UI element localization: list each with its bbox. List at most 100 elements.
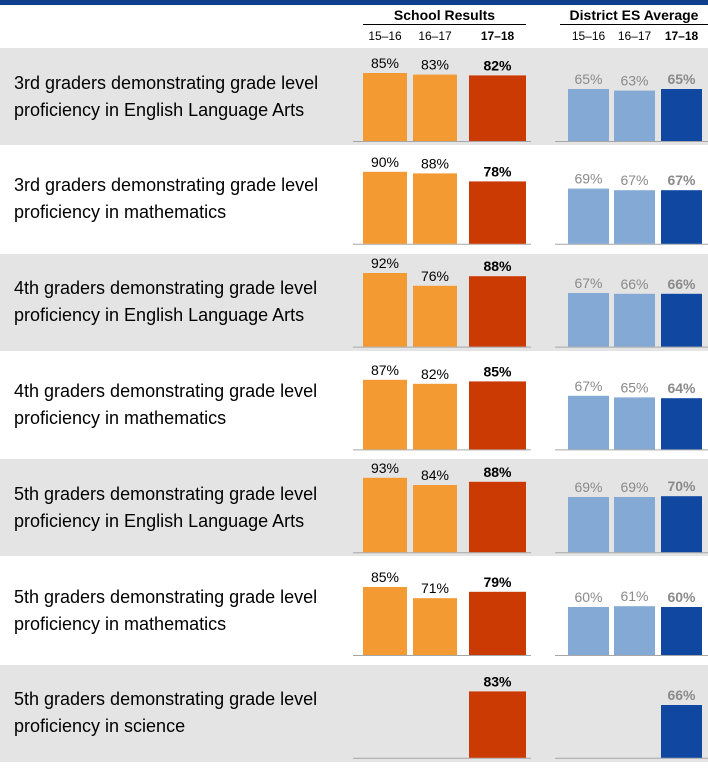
bar (413, 74, 457, 141)
group-title-school-results: School Results (363, 6, 526, 25)
data-label: 67% (574, 275, 602, 291)
bar (469, 691, 526, 758)
data-label: 88% (421, 155, 449, 171)
bar (363, 477, 407, 553)
category-label-line: proficiency in mathematics (14, 202, 227, 223)
bar (413, 485, 457, 553)
bar (614, 606, 655, 655)
category-label-line: proficiency in English Language Arts (14, 99, 305, 120)
data-label: 64% (667, 380, 696, 396)
data-label: 76% (421, 268, 449, 284)
year-label: 15–16 (571, 29, 606, 43)
data-label: 79% (483, 574, 512, 590)
category-label-line: 4th graders demonstrating grade level (14, 380, 318, 401)
bar (363, 379, 407, 450)
data-label: 82% (483, 57, 512, 73)
category-label-line: proficiency in English Language Arts (14, 510, 305, 531)
bar (469, 381, 526, 450)
category-label-line: proficiency in science (14, 716, 186, 737)
data-label: 66% (667, 276, 696, 292)
data-label: 90% (371, 154, 399, 170)
year-label: 16–17 (418, 29, 452, 43)
data-label: 70% (667, 478, 696, 494)
data-label: 85% (483, 363, 512, 379)
data-label: 67% (620, 172, 648, 188)
bar (363, 273, 407, 347)
data-label: 78% (483, 163, 512, 179)
top-accent-bar (0, 0, 708, 5)
data-label: 84% (421, 467, 449, 483)
bar (661, 398, 702, 450)
bar (363, 587, 407, 655)
bar (469, 181, 526, 244)
year-label: 17–18 (480, 29, 515, 43)
category-label-line: 5th graders demonstrating grade level (14, 689, 318, 710)
data-label: 93% (371, 460, 399, 476)
data-label: 65% (667, 71, 696, 87)
bar (469, 591, 526, 655)
bar (413, 285, 457, 347)
category-label: 4th graders demonstrating grade level pro… (14, 254, 354, 351)
data-label: 69% (574, 171, 602, 187)
bar (413, 598, 457, 655)
bar (661, 496, 702, 553)
bar (469, 75, 526, 141)
category-label-line: 5th graders demonstrating grade level (14, 586, 318, 607)
category-label-line: 5th graders demonstrating grade level (14, 483, 318, 504)
category-label-line: proficiency in mathematics (14, 613, 227, 634)
bar (614, 397, 655, 450)
data-label: 65% (574, 71, 602, 87)
bar (661, 89, 702, 141)
data-label: 82% (421, 366, 449, 382)
bar (661, 190, 702, 244)
bar (363, 73, 407, 141)
bar (568, 497, 609, 553)
data-label: 69% (620, 479, 648, 495)
data-label: 88% (483, 464, 512, 480)
bar (661, 705, 702, 758)
data-label: 66% (667, 687, 696, 703)
bar (568, 293, 609, 347)
data-label: 60% (574, 589, 602, 605)
bar (614, 293, 655, 347)
group-title-district-average: District ES Average (560, 6, 708, 25)
bar (413, 173, 457, 244)
bar (661, 293, 702, 347)
bar (413, 383, 457, 450)
category-label-line: 3rd graders demonstrating grade level (14, 72, 319, 93)
bar (568, 188, 609, 244)
data-label: 85% (371, 569, 399, 585)
category-label: 5th graders demonstrating grade level pro… (14, 562, 354, 659)
data-label: 85% (371, 55, 399, 71)
data-label: 71% (421, 580, 449, 596)
category-label: 5th graders demonstrating grade level pro… (14, 665, 354, 762)
data-label: 63% (620, 73, 648, 89)
data-label: 92% (371, 255, 399, 271)
year-label: 15–16 (368, 29, 402, 43)
category-label-line: 3rd graders demonstrating grade level (14, 175, 319, 196)
data-label: 69% (574, 479, 602, 495)
bar (614, 90, 655, 141)
year-label: 16–17 (617, 29, 652, 43)
category-label-line: proficiency in mathematics (14, 407, 227, 428)
category-label: 5th graders demonstrating grade level pro… (14, 459, 354, 556)
bar (568, 395, 609, 450)
bar (614, 497, 655, 553)
category-label-line: 4th graders demonstrating grade level (14, 278, 318, 299)
data-label: 67% (574, 378, 602, 394)
bar (363, 171, 407, 244)
bar (469, 276, 526, 347)
data-label: 83% (421, 57, 449, 73)
category-label-line: proficiency in English Language Arts (14, 305, 305, 326)
bar (568, 89, 609, 141)
category-label: 3rd graders demonstrating grade level pro… (14, 151, 354, 248)
data-label: 65% (620, 379, 648, 395)
data-label: 66% (620, 276, 648, 292)
bar (661, 607, 702, 655)
data-label: 83% (483, 673, 512, 689)
bar (568, 607, 609, 655)
data-label: 87% (371, 362, 399, 378)
data-label: 67% (667, 172, 696, 188)
data-label: 61% (620, 588, 648, 604)
